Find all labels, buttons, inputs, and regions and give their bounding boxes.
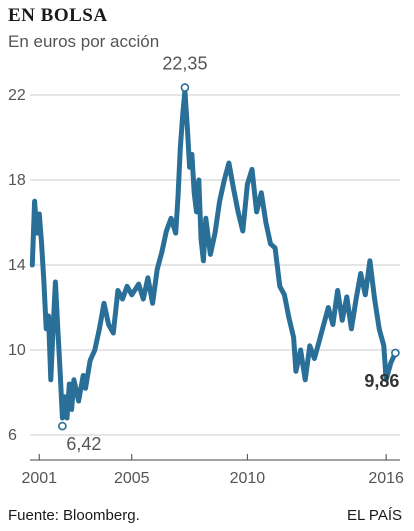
- x-tick-label: 2016: [368, 470, 404, 487]
- chart-title: EN BOLSA: [8, 5, 108, 26]
- x-tick-label: 2001: [21, 470, 57, 487]
- annotation-label: 9,86: [364, 371, 399, 391]
- y-tick-labels: 6 10 14 18 22: [8, 87, 26, 444]
- price-series-line: [29, 88, 398, 421]
- y-tick-label: 14: [8, 257, 26, 274]
- y-tick-label: 6: [8, 427, 17, 444]
- x-tick-label: 2010: [230, 470, 266, 487]
- annotation-marker: [180, 83, 190, 92]
- y-tick-label: 18: [8, 172, 26, 189]
- x-tick-labels: 2001 2005 2010 2016: [21, 454, 404, 487]
- y-tick-label: 10: [8, 342, 26, 359]
- annotations: 22,35 6,42 9,86: [58, 54, 400, 454]
- y-gridlines: [30, 94, 400, 436]
- y-tick-label: 22: [8, 87, 26, 104]
- publisher-logo: EL PAÍS: [346, 507, 402, 524]
- source-note: Fuente: Bloomberg.: [8, 507, 140, 524]
- chart-subtitle: En euros por acción: [8, 32, 160, 51]
- series-layer: [29, 88, 398, 421]
- annotation-marker: [58, 421, 67, 431]
- annotation-marker: [391, 348, 400, 358]
- annotation-label: 6,42: [66, 434, 101, 454]
- x-tick-label: 2005: [114, 470, 150, 487]
- annotation-label: 22,35: [162, 54, 207, 74]
